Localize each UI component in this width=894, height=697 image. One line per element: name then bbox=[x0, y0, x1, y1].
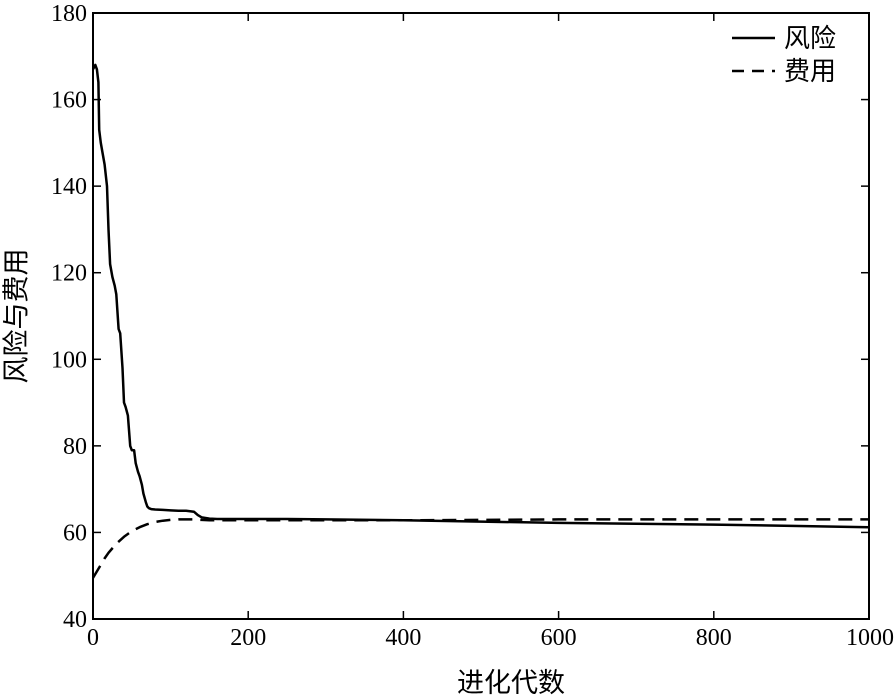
x-tick-label: 600 bbox=[541, 625, 577, 651]
y-tick-label: 140 bbox=[51, 174, 87, 200]
x-axis-title: 进化代数 bbox=[457, 668, 565, 697]
series-line-risk bbox=[91, 63, 870, 529]
y-tick-label: 160 bbox=[51, 88, 87, 114]
y-tick-label: 60 bbox=[63, 520, 87, 546]
y-tick-label: 80 bbox=[63, 434, 87, 460]
y-tick-label: 40 bbox=[63, 607, 87, 633]
x-tick-label: 1000 bbox=[846, 625, 894, 651]
legend: 风险 费用 bbox=[732, 24, 836, 87]
ticks-layer: 0 200 400 600 800 1000 40 60 80 100 120 140 160 180 bbox=[51, 1, 894, 651]
legend-label-cost: 费用 bbox=[784, 57, 836, 87]
y-axis-title: 风险与费用 bbox=[2, 249, 33, 384]
x-tick-label: 400 bbox=[385, 625, 421, 651]
x-tick-label: 800 bbox=[696, 625, 732, 651]
y-tick-label: 100 bbox=[51, 347, 87, 373]
plot-frame bbox=[92, 12, 870, 620]
series-line-cost bbox=[91, 518, 869, 579]
x-tick-label: 200 bbox=[230, 625, 266, 651]
x-tick-label: 0 bbox=[87, 625, 99, 651]
series-layer bbox=[91, 63, 870, 579]
y-tick-label: 120 bbox=[51, 261, 87, 287]
y-tick-label: 180 bbox=[51, 1, 87, 27]
legend-label-risk: 风险 bbox=[784, 24, 836, 54]
